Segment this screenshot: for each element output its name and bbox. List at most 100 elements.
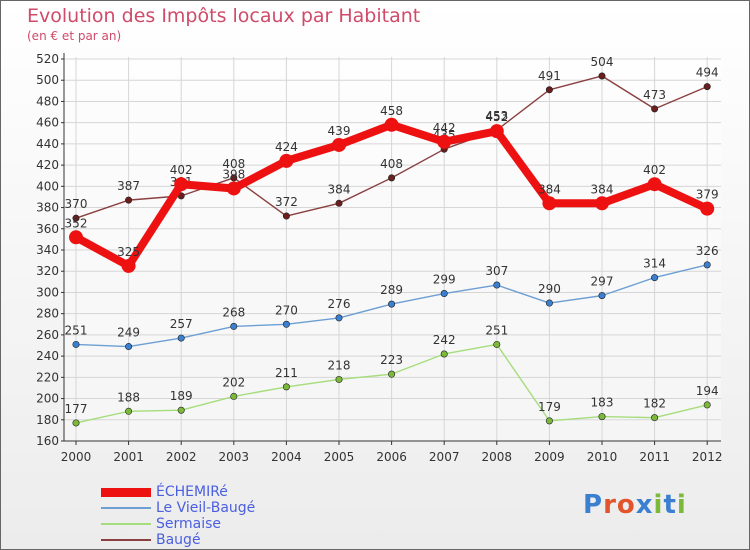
data-label: 297: [591, 275, 614, 289]
data-point: [279, 153, 294, 168]
legend-swatch: [101, 539, 151, 541]
legend-label: Sermaise: [156, 516, 222, 532]
data-label: 270: [275, 303, 298, 317]
x-tick-label: 2011: [639, 450, 670, 464]
data-label: 183: [591, 396, 614, 410]
proxiti-logo: Proxiti: [583, 490, 687, 520]
data-point: [177, 406, 185, 414]
data-label: 452: [485, 110, 508, 124]
legend-swatch: [101, 523, 151, 525]
y-tick-label: 320: [36, 264, 59, 278]
data-point: [651, 414, 659, 422]
chart-subtitle: (en € et par an): [27, 29, 122, 43]
data-label: 218: [328, 358, 351, 372]
data-point: [384, 117, 399, 132]
data-label: 458: [380, 104, 403, 118]
legend-label: ÉCHEMIRé: [156, 484, 228, 500]
data-point: [121, 258, 136, 273]
data-label: 491: [538, 69, 561, 83]
data-point: [440, 350, 448, 358]
data-point: [598, 72, 606, 80]
legend-label: Baugé: [156, 532, 201, 548]
data-label: 442: [433, 121, 456, 135]
data-point: [230, 392, 238, 400]
data-point: [282, 212, 290, 220]
y-tick-label: 500: [36, 73, 59, 87]
x-tick-label: 2004: [271, 450, 302, 464]
data-label: 453: [485, 109, 508, 123]
x-tick-label: 2007: [429, 450, 460, 464]
data-label: 202: [222, 375, 245, 389]
data-label: 182: [643, 397, 666, 411]
x-tick-label: 2003: [219, 450, 250, 464]
data-label: 211: [275, 366, 298, 380]
y-tick-label: 440: [36, 137, 59, 151]
data-label: 177: [65, 402, 88, 416]
data-point: [388, 370, 396, 378]
data-label: 424: [275, 140, 298, 154]
data-point: [226, 181, 241, 196]
data-point: [647, 177, 662, 192]
data-point: [651, 105, 659, 113]
data-point: [598, 413, 606, 421]
data-point: [388, 300, 396, 308]
data-label: 384: [328, 182, 351, 196]
data-label: 439: [328, 124, 351, 138]
x-tick-label: 2009: [534, 450, 565, 464]
x-tick-label: 2012: [692, 450, 723, 464]
data-label: 188: [117, 390, 140, 404]
data-label: 384: [538, 182, 561, 196]
legend-swatch: [101, 487, 151, 497]
data-point: [437, 134, 452, 149]
data-label: 504: [591, 55, 614, 69]
data-label: 387: [117, 179, 140, 193]
y-tick-label: 460: [36, 116, 59, 130]
x-tick-label: 2008: [482, 450, 513, 464]
x-tick-label: 2000: [61, 450, 92, 464]
data-label: 276: [328, 297, 351, 311]
data-point: [700, 201, 715, 216]
data-point: [72, 214, 80, 222]
x-tick-label: 2010: [587, 450, 618, 464]
data-point: [282, 320, 290, 328]
data-point: [69, 230, 83, 245]
y-tick-label: 480: [36, 94, 59, 108]
legend-label: Le Vieil-Baugé: [156, 500, 256, 516]
data-point: [542, 196, 557, 211]
data-point: [545, 86, 553, 94]
data-point: [388, 174, 396, 182]
y-tick-label: 160: [36, 434, 59, 448]
legend-swatch: [101, 507, 151, 509]
data-label: 325: [117, 245, 140, 259]
y-tick-label: 520: [36, 52, 59, 66]
data-label: 249: [117, 326, 140, 340]
data-label: 326: [696, 244, 719, 258]
data-point: [651, 274, 659, 282]
data-label: 372: [275, 195, 298, 209]
data-point: [703, 261, 711, 269]
data-label: 251: [65, 323, 88, 337]
data-label: 257: [170, 317, 193, 331]
x-tick-label: 2006: [376, 450, 407, 464]
data-point: [177, 334, 185, 342]
data-point: [595, 196, 609, 211]
y-tick-label: 300: [36, 285, 59, 299]
data-label: 352: [65, 216, 88, 230]
data-point: [174, 177, 189, 192]
y-tick-label: 280: [36, 307, 59, 321]
data-point: [335, 375, 343, 383]
data-label: 398: [222, 167, 245, 181]
data-point: [332, 137, 346, 152]
data-point: [493, 340, 501, 348]
data-point: [440, 290, 448, 298]
y-tick-label: 240: [36, 349, 59, 363]
data-label: 289: [380, 283, 403, 297]
data-label: 189: [170, 389, 193, 403]
data-point: [335, 199, 343, 207]
data-label: 194: [696, 384, 719, 398]
data-label: 370: [65, 197, 88, 211]
y-tick-label: 360: [36, 222, 59, 236]
data-label: 307: [485, 264, 508, 278]
